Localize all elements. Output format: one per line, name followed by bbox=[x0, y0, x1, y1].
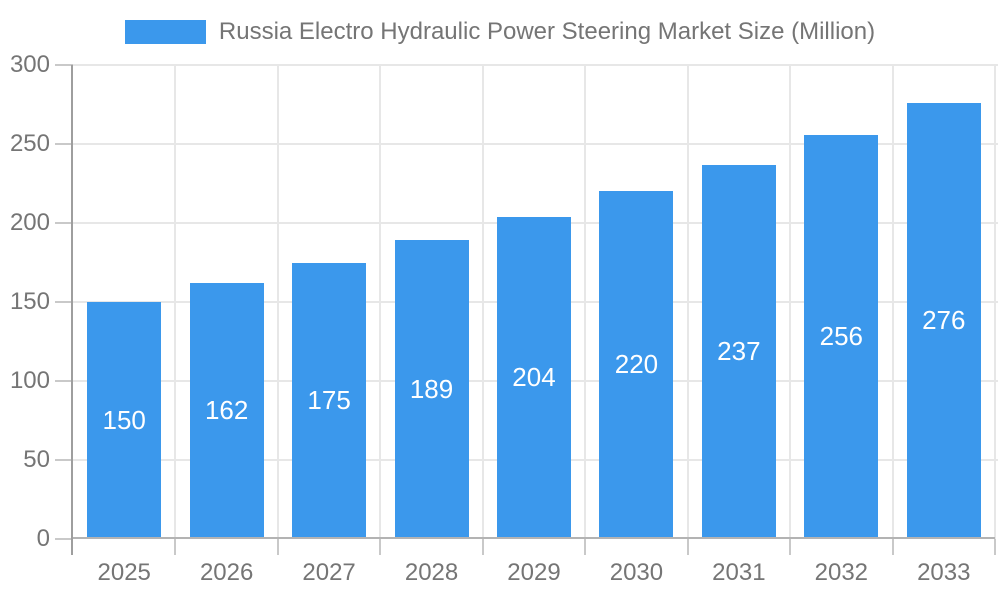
bar-2033: 276 bbox=[906, 102, 981, 537]
gridline-x-3 bbox=[379, 65, 382, 539]
y-tick-200 bbox=[55, 222, 73, 224]
x-tick-label-2033: 2033 bbox=[917, 559, 971, 586]
chart-legend: Russia Electro Hydraulic Power Steering … bbox=[0, 18, 1000, 46]
x-tick-6 bbox=[686, 539, 689, 555]
x-tick-8 bbox=[891, 539, 894, 555]
gridline-y-250 bbox=[73, 143, 998, 145]
x-tick-2 bbox=[276, 539, 279, 555]
bar-value-label-2031: 237 bbox=[717, 335, 761, 366]
gridline-x-6 bbox=[686, 65, 689, 539]
x-tick-4 bbox=[481, 539, 484, 555]
bar-2029: 204 bbox=[497, 216, 571, 537]
gridline-x-8 bbox=[891, 65, 894, 539]
x-tick-label-2025: 2025 bbox=[97, 559, 151, 586]
x-tick-label-2026: 2026 bbox=[199, 559, 254, 586]
y-tick-0 bbox=[55, 538, 73, 540]
y-tick-150 bbox=[55, 301, 73, 303]
bar-2025: 150 bbox=[87, 302, 162, 537]
gridline-x-1 bbox=[174, 65, 177, 539]
x-tick-label-2032: 2032 bbox=[814, 559, 869, 586]
bar-2032: 256 bbox=[804, 134, 879, 537]
bar-value-label-2029: 204 bbox=[512, 361, 556, 392]
y-tick-label-200: 200 bbox=[9, 209, 50, 236]
x-tick-label-2030: 2030 bbox=[609, 559, 664, 586]
x-tick-9 bbox=[994, 539, 996, 555]
y-tick-label-50: 50 bbox=[23, 446, 50, 473]
bar-value-label-2025: 150 bbox=[102, 404, 146, 435]
legend-label: Russia Electro Hydraulic Power Steering … bbox=[218, 18, 876, 45]
gridline-x-7 bbox=[789, 65, 792, 539]
x-tick-label-2029: 2029 bbox=[507, 559, 561, 586]
x-tick-3 bbox=[379, 539, 382, 555]
gridline-x-2 bbox=[276, 65, 279, 539]
bar-value-label-2027: 175 bbox=[307, 384, 351, 415]
bar-2026: 162 bbox=[189, 283, 264, 537]
bar-value-label-2028: 189 bbox=[409, 373, 454, 404]
y-tick-300 bbox=[55, 64, 73, 66]
gridline-x-9 bbox=[994, 65, 996, 539]
x-axis-line bbox=[73, 537, 995, 539]
bar-value-label-2032: 256 bbox=[819, 320, 864, 351]
y-axis-line bbox=[71, 65, 73, 555]
y-tick-label-300: 300 bbox=[9, 51, 50, 78]
y-tick-label-0: 0 bbox=[36, 525, 50, 552]
y-tick-100 bbox=[55, 380, 73, 382]
bar-2028: 189 bbox=[394, 240, 469, 537]
bar-2027: 175 bbox=[292, 262, 367, 537]
legend-color-swatch bbox=[124, 20, 206, 44]
legend-item[interactable]: Russia Electro Hydraulic Power Steering … bbox=[124, 18, 876, 46]
y-tick-label-250: 250 bbox=[9, 130, 50, 157]
gridline-x-4 bbox=[481, 65, 484, 539]
y-tick-label-100: 100 bbox=[9, 367, 50, 394]
bar-2031: 237 bbox=[701, 164, 776, 537]
bar-value-label-2026: 162 bbox=[204, 395, 249, 425]
x-tick-1 bbox=[174, 539, 177, 555]
bar-value-label-2030: 220 bbox=[614, 349, 659, 380]
y-tick-50 bbox=[55, 459, 73, 461]
x-tick-5 bbox=[584, 539, 587, 555]
gridline-x-5 bbox=[584, 65, 587, 539]
bar-2030: 220 bbox=[599, 191, 674, 537]
plot-area: 0 50 100 150 200 250 300 150 2025 162 2026 175 2027 1… bbox=[10, 51, 998, 586]
bar-value-label-2033: 276 bbox=[922, 304, 966, 335]
gridline-y-300 bbox=[73, 64, 998, 66]
x-tick-label-2031: 2031 bbox=[712, 559, 766, 586]
x-tick-7 bbox=[789, 539, 792, 555]
x-tick-label-2027: 2027 bbox=[302, 559, 356, 586]
x-tick-label-2028: 2028 bbox=[404, 559, 459, 586]
y-tick-250 bbox=[55, 143, 73, 145]
y-tick-label-150: 150 bbox=[9, 288, 50, 315]
